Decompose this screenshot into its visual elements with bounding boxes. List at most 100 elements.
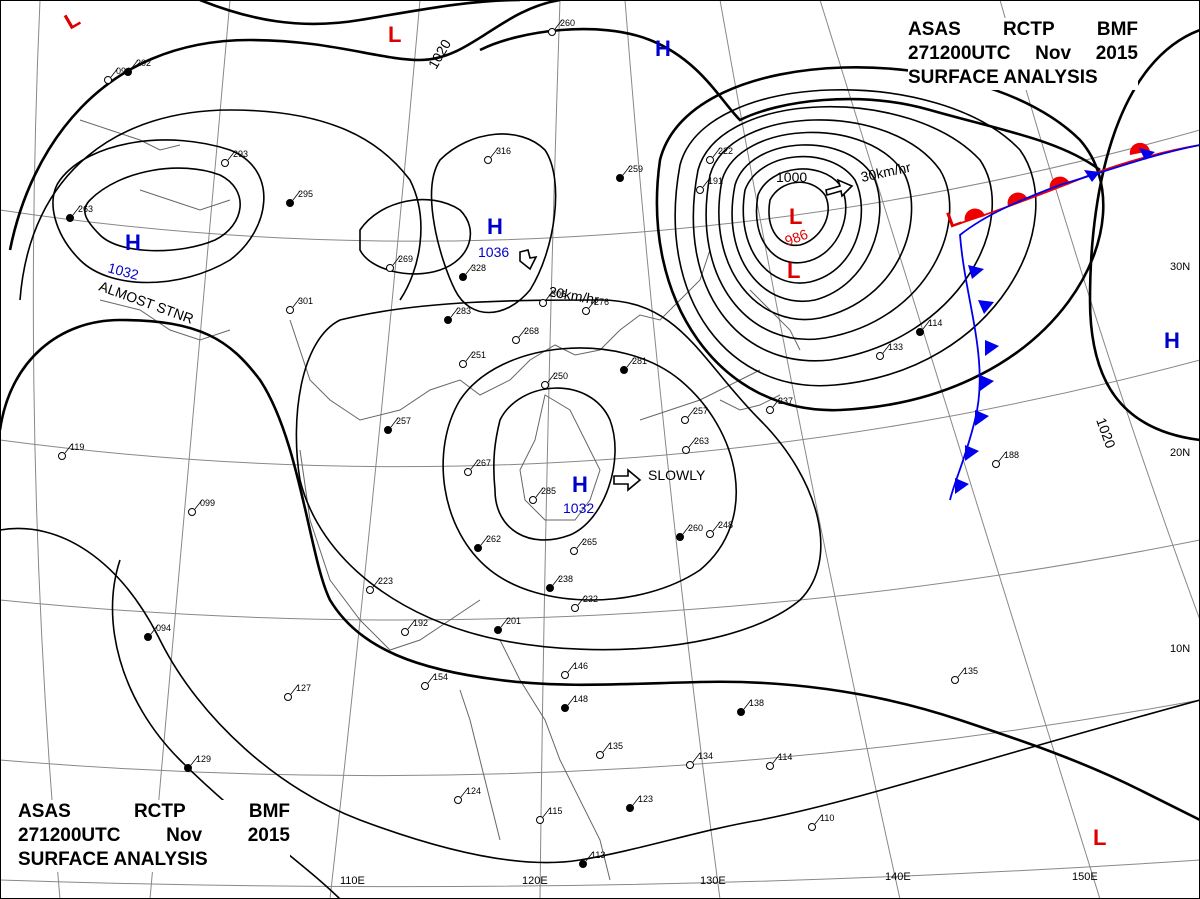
station-pressure: 263 xyxy=(78,204,93,214)
station-pressure: 316 xyxy=(496,146,511,156)
station-circle xyxy=(286,306,294,314)
wind-barb xyxy=(542,807,551,818)
station-pressure: 260 xyxy=(560,18,575,28)
station-plot: 129 xyxy=(184,754,211,772)
station-pressure: 127 xyxy=(296,683,311,693)
station-pressure: 238 xyxy=(558,574,573,584)
station-circle xyxy=(992,460,1000,468)
wind-barb xyxy=(772,753,781,764)
station-pressure: 114 xyxy=(778,752,792,762)
wind-barb xyxy=(576,538,585,549)
wind-barb xyxy=(130,59,139,70)
station-circle xyxy=(676,533,684,541)
station-plot: 124 xyxy=(454,786,481,804)
station-circle xyxy=(536,816,544,824)
wind-barb xyxy=(465,264,474,275)
header-line-3: SURFACE ANALYSIS xyxy=(908,66,1138,90)
wind-barb xyxy=(554,19,563,30)
station-pressure: 269 xyxy=(398,254,413,264)
header-title: SURFACE ANALYSIS xyxy=(908,67,1098,88)
station-plot: 283 xyxy=(444,306,471,324)
station-plot: 267 xyxy=(464,458,491,476)
wind-barb xyxy=(702,177,711,188)
station-pressure: 293 xyxy=(233,149,248,159)
station-pressure: 232 xyxy=(583,594,598,604)
station-circle xyxy=(401,628,409,636)
station-circle xyxy=(539,299,547,307)
wind-barb xyxy=(64,443,73,454)
station-plot: 115 xyxy=(536,806,562,824)
station-circle xyxy=(284,693,292,701)
station-plot: 113 xyxy=(579,850,605,868)
station-circle xyxy=(384,426,392,434)
station-plot: 133 xyxy=(876,342,903,360)
wind-barb xyxy=(407,619,416,630)
station-plot: 260 xyxy=(676,523,703,541)
station-plot: 257 xyxy=(384,416,411,434)
low-986-value: 986 xyxy=(783,226,811,249)
station-pressure: 257 xyxy=(396,416,411,426)
station-plot: 114 xyxy=(916,318,942,336)
header-bottom-left: ASAS RCTP BMF 271200UTC Nov 2015 SURFACE… xyxy=(18,800,290,872)
station-pressure: 119 xyxy=(70,442,84,452)
high-1036-value: 1036 xyxy=(478,244,509,260)
header-line-2: 271200UTC Nov 2015 xyxy=(18,824,290,848)
station-pressure: 248 xyxy=(718,520,733,530)
station-pressure: 250 xyxy=(553,371,568,381)
station-pressure: 146 xyxy=(573,661,588,671)
station-plot: 146 xyxy=(561,661,588,679)
station-circle xyxy=(546,584,554,592)
station-plot: 191 xyxy=(696,176,723,194)
station-pressure: 094 xyxy=(156,623,171,633)
station-pressure: 257 xyxy=(693,406,708,416)
station-circle xyxy=(620,366,628,374)
wind-barb xyxy=(545,290,554,301)
station-plot: 099 xyxy=(188,498,215,516)
wind-barb xyxy=(882,343,891,354)
station-pressure: 328 xyxy=(471,263,486,273)
station-plot: 201 xyxy=(494,616,521,634)
station-circle xyxy=(184,764,192,772)
station-pressure: 148 xyxy=(573,694,588,704)
station-pressure: 267 xyxy=(476,458,491,468)
station-circle xyxy=(421,682,429,690)
station-circle xyxy=(596,751,604,759)
station-circle xyxy=(561,704,569,712)
wind-barb xyxy=(390,417,399,428)
station-circle xyxy=(766,762,774,770)
wind-barb xyxy=(632,795,641,806)
header-code: BMF xyxy=(248,801,290,822)
station-pressure: 306 xyxy=(551,289,566,299)
header-time: 271200UTC xyxy=(908,43,1011,64)
station-circle xyxy=(951,676,959,684)
header-line-3: SURFACE ANALYSIS xyxy=(18,848,290,872)
station-plot: 096 xyxy=(104,66,131,84)
station-pressure: 188 xyxy=(1004,450,1019,460)
station-plot: 295 xyxy=(286,189,313,207)
wind-barb xyxy=(602,742,611,753)
station-circle xyxy=(571,604,579,612)
station-circle xyxy=(582,307,590,315)
wind-barb xyxy=(535,487,544,498)
wind-barb xyxy=(772,397,781,408)
wind-barb xyxy=(743,699,752,710)
wind-barb xyxy=(588,298,597,309)
station-pressure: 222 xyxy=(718,146,733,156)
station-circle xyxy=(366,586,374,594)
station-pressure: 285 xyxy=(541,486,556,496)
station-plot: 328 xyxy=(459,263,486,281)
station-plot: 154 xyxy=(421,672,448,690)
high-1032-west-value: 1032 xyxy=(106,259,140,283)
lat-label-30n: 30N xyxy=(1170,261,1190,273)
wind-barb xyxy=(814,814,823,825)
wind-barb xyxy=(712,521,721,532)
header-line-2: 271200UTC Nov 2015 xyxy=(908,42,1138,66)
station-circle xyxy=(696,186,704,194)
station-circle xyxy=(474,544,482,552)
station-circle xyxy=(459,273,467,281)
station-plot: 223 xyxy=(366,576,393,594)
station-plot: 257 xyxy=(681,406,708,424)
station-plot: 232 xyxy=(571,594,598,612)
station-circle xyxy=(286,199,294,207)
station-pressure: 202 xyxy=(136,58,151,68)
